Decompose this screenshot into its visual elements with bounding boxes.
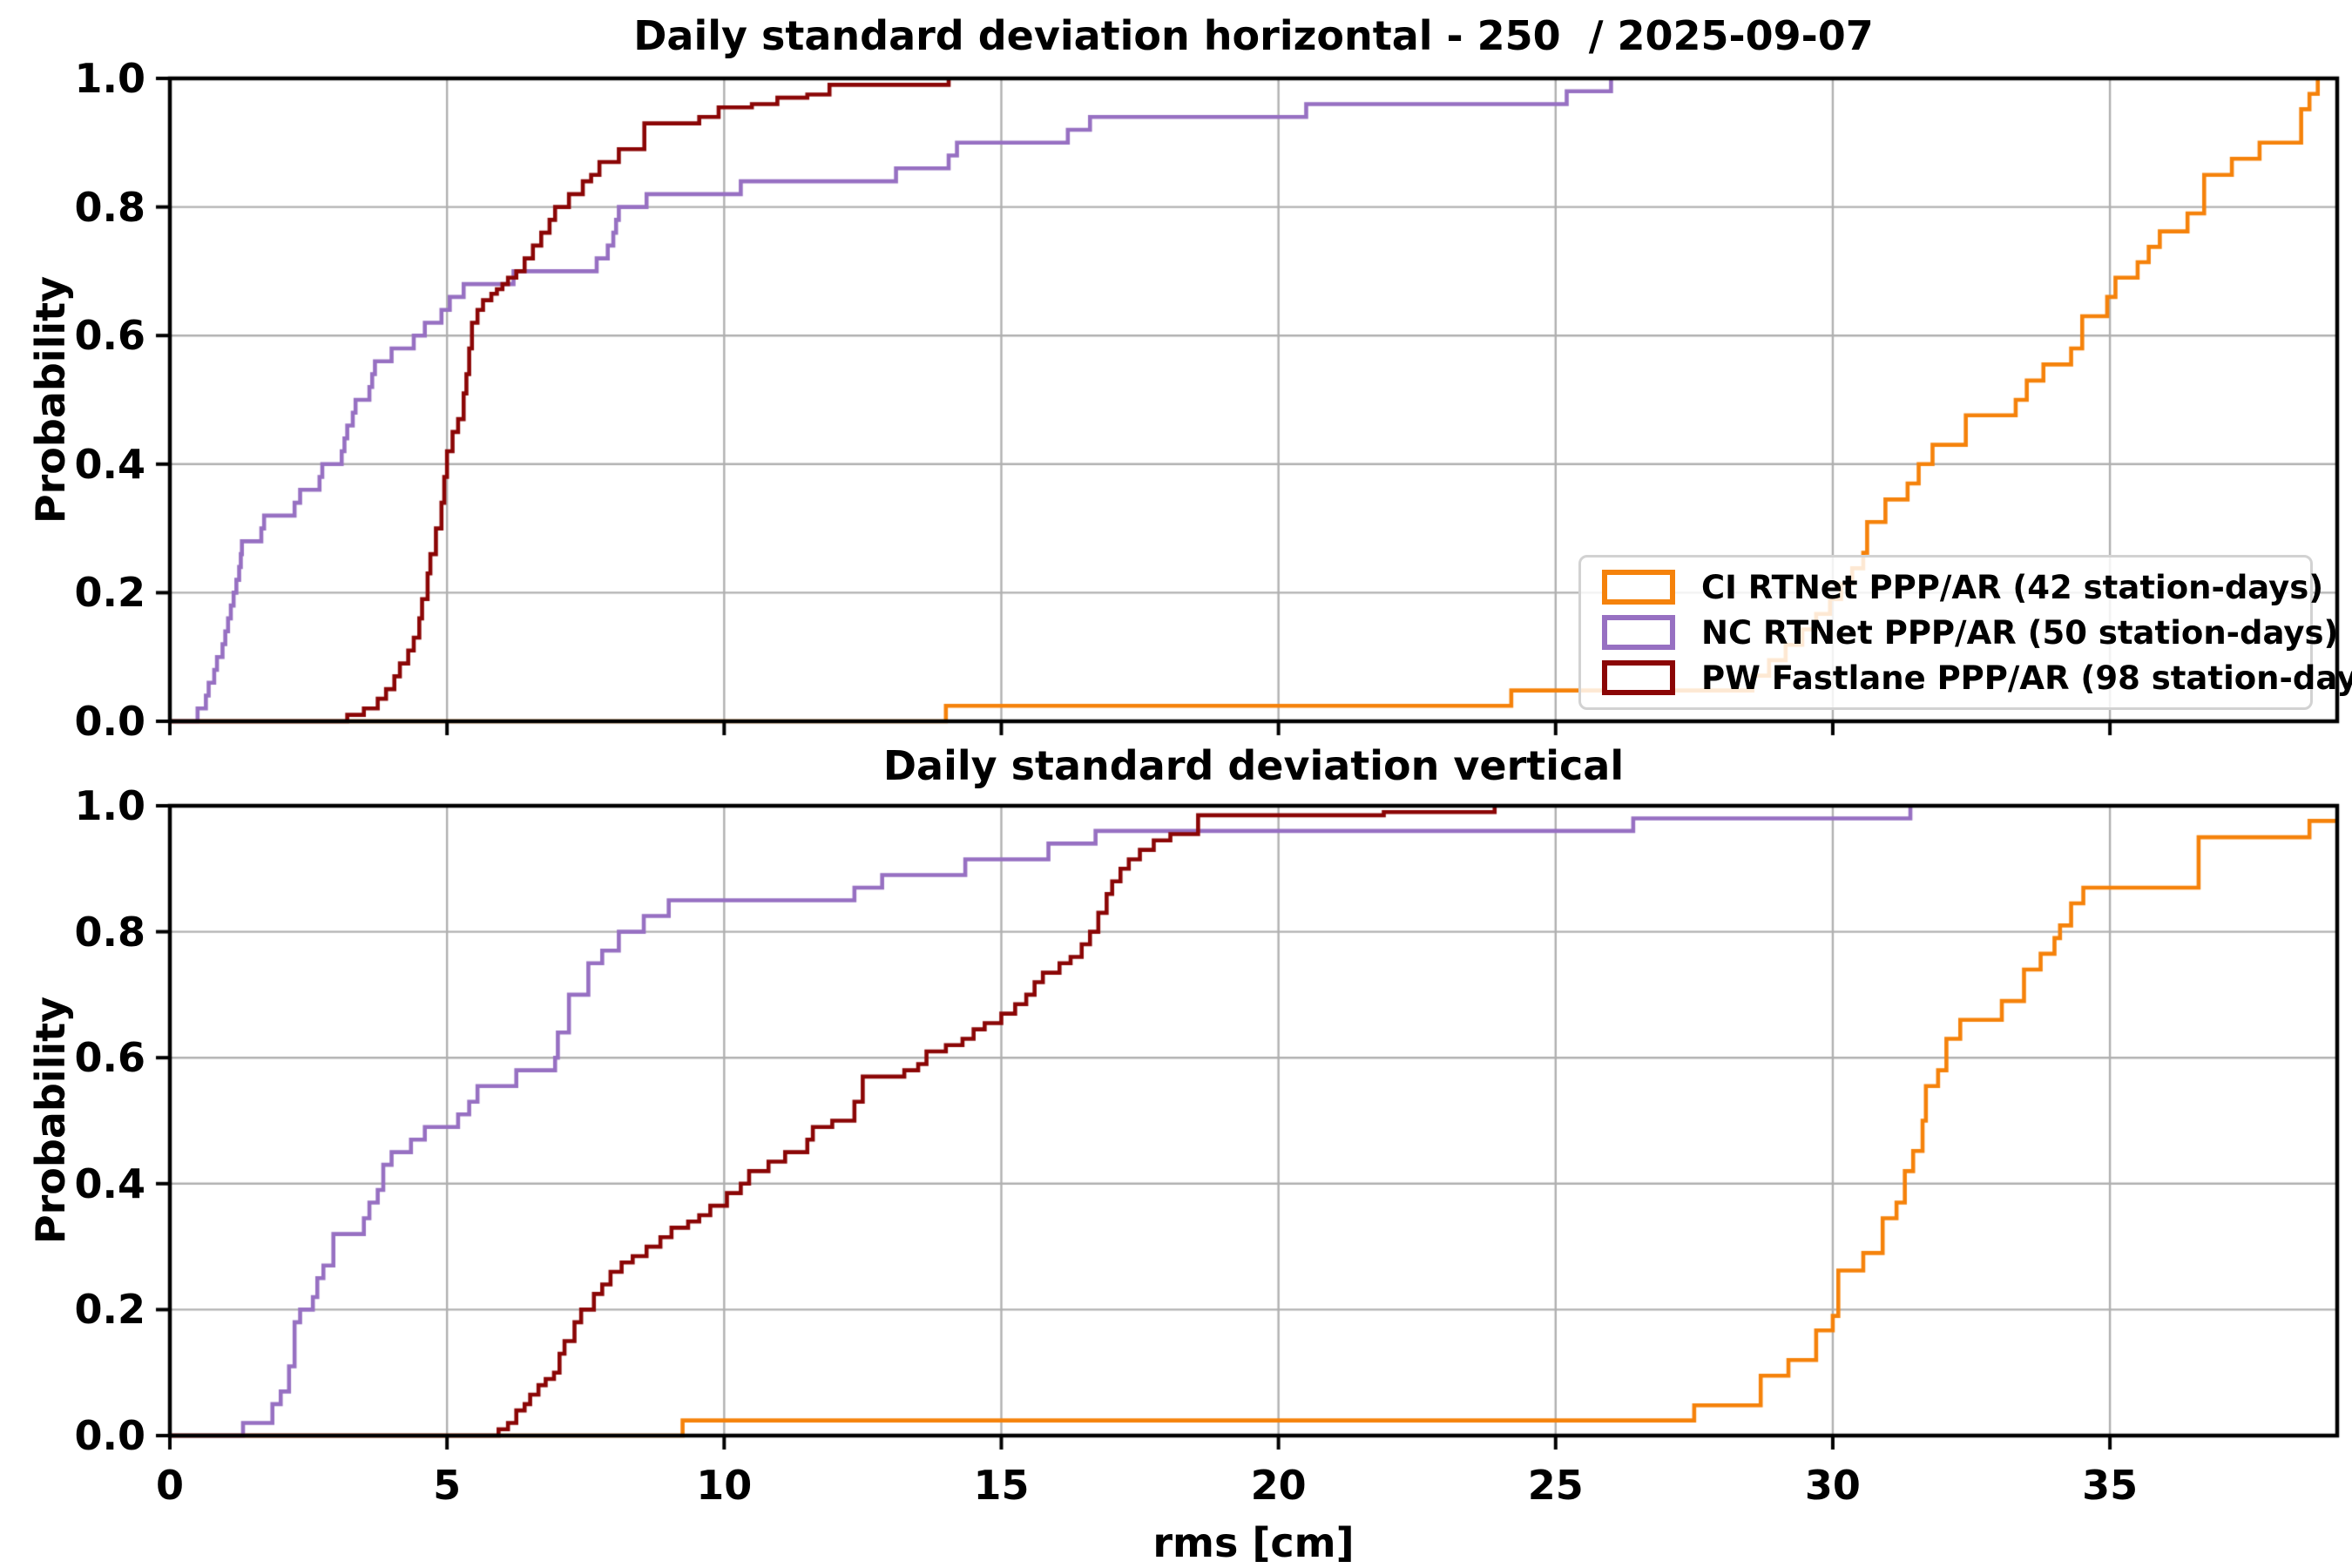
legend-row-0: CI RTNet PPP/AR (42 station-days) (1602, 569, 2323, 606)
legend-label: CI RTNet PPP/AR (42 station-days) (1701, 568, 2324, 606)
bottom-plot-title: Daily standard deviation vertical (882, 742, 1625, 789)
legend-swatch-icon (1602, 615, 1675, 650)
legend-label: PW Fastlane PPP/AR (98 station-days) (1701, 659, 2352, 697)
y-tick-label-0.8: 0.8 (74, 908, 146, 956)
y-tick-label-0.2: 0.2 (74, 569, 146, 617)
top-plot-title: Daily standard deviation horizontal - 25… (633, 12, 1874, 59)
legend-box: CI RTNet PPP/AR (42 station-days) NC RTNe… (1578, 555, 2352, 710)
legend-swatch-icon (1602, 570, 1675, 605)
y-tick-label-0.4: 0.4 (74, 1159, 146, 1207)
y-tick-label-1.0: 1.0 (74, 55, 146, 102)
y-tick-label-0.2: 0.2 (74, 1286, 146, 1334)
x-tick-label-25: 25 (1527, 1462, 1584, 1509)
y-tick-label-0.0: 0.0 (74, 1412, 146, 1459)
x-axis-label: rms [cm] (1152, 1519, 1355, 1566)
legend-label: NC RTNet PPP/AR (50 station-days) (1701, 613, 2339, 652)
y-tick-label-0.6: 0.6 (74, 312, 146, 360)
legend-row-1: NC RTNet PPP/AR (50 station-days) (1602, 614, 2338, 652)
x-tick-label-30: 30 (1804, 1462, 1861, 1509)
legend-row-2: PW Fastlane PPP/AR (98 station-days) (1602, 659, 2352, 697)
x-tick-label-20: 20 (1250, 1462, 1307, 1509)
x-tick-label-35: 35 (2082, 1462, 2139, 1509)
y-tick-label-0.0: 0.0 (74, 698, 146, 745)
x-tick-label-15: 15 (973, 1462, 1030, 1509)
x-tick-label-10: 10 (696, 1462, 753, 1509)
y-tick-label-0.6: 0.6 (74, 1034, 146, 1082)
y-tick-label-0.8: 0.8 (74, 183, 146, 231)
x-tick-label-5: 5 (433, 1462, 462, 1509)
y-tick-label-0.4: 0.4 (74, 440, 146, 488)
y-tick-label-1.0: 1.0 (74, 782, 146, 829)
legend-swatch-icon (1602, 660, 1675, 695)
x-tick-label-0: 0 (155, 1462, 185, 1509)
